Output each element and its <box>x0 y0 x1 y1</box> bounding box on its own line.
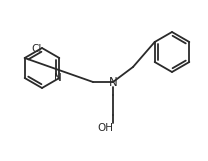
Text: OH: OH <box>97 123 113 133</box>
Text: N: N <box>54 73 62 83</box>
Text: Cl: Cl <box>32 44 42 54</box>
Text: N: N <box>109 76 117 89</box>
